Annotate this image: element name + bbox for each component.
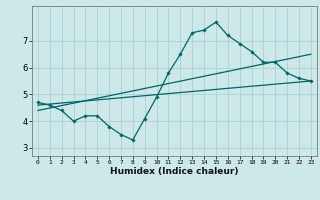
X-axis label: Humidex (Indice chaleur): Humidex (Indice chaleur) [110,167,239,176]
